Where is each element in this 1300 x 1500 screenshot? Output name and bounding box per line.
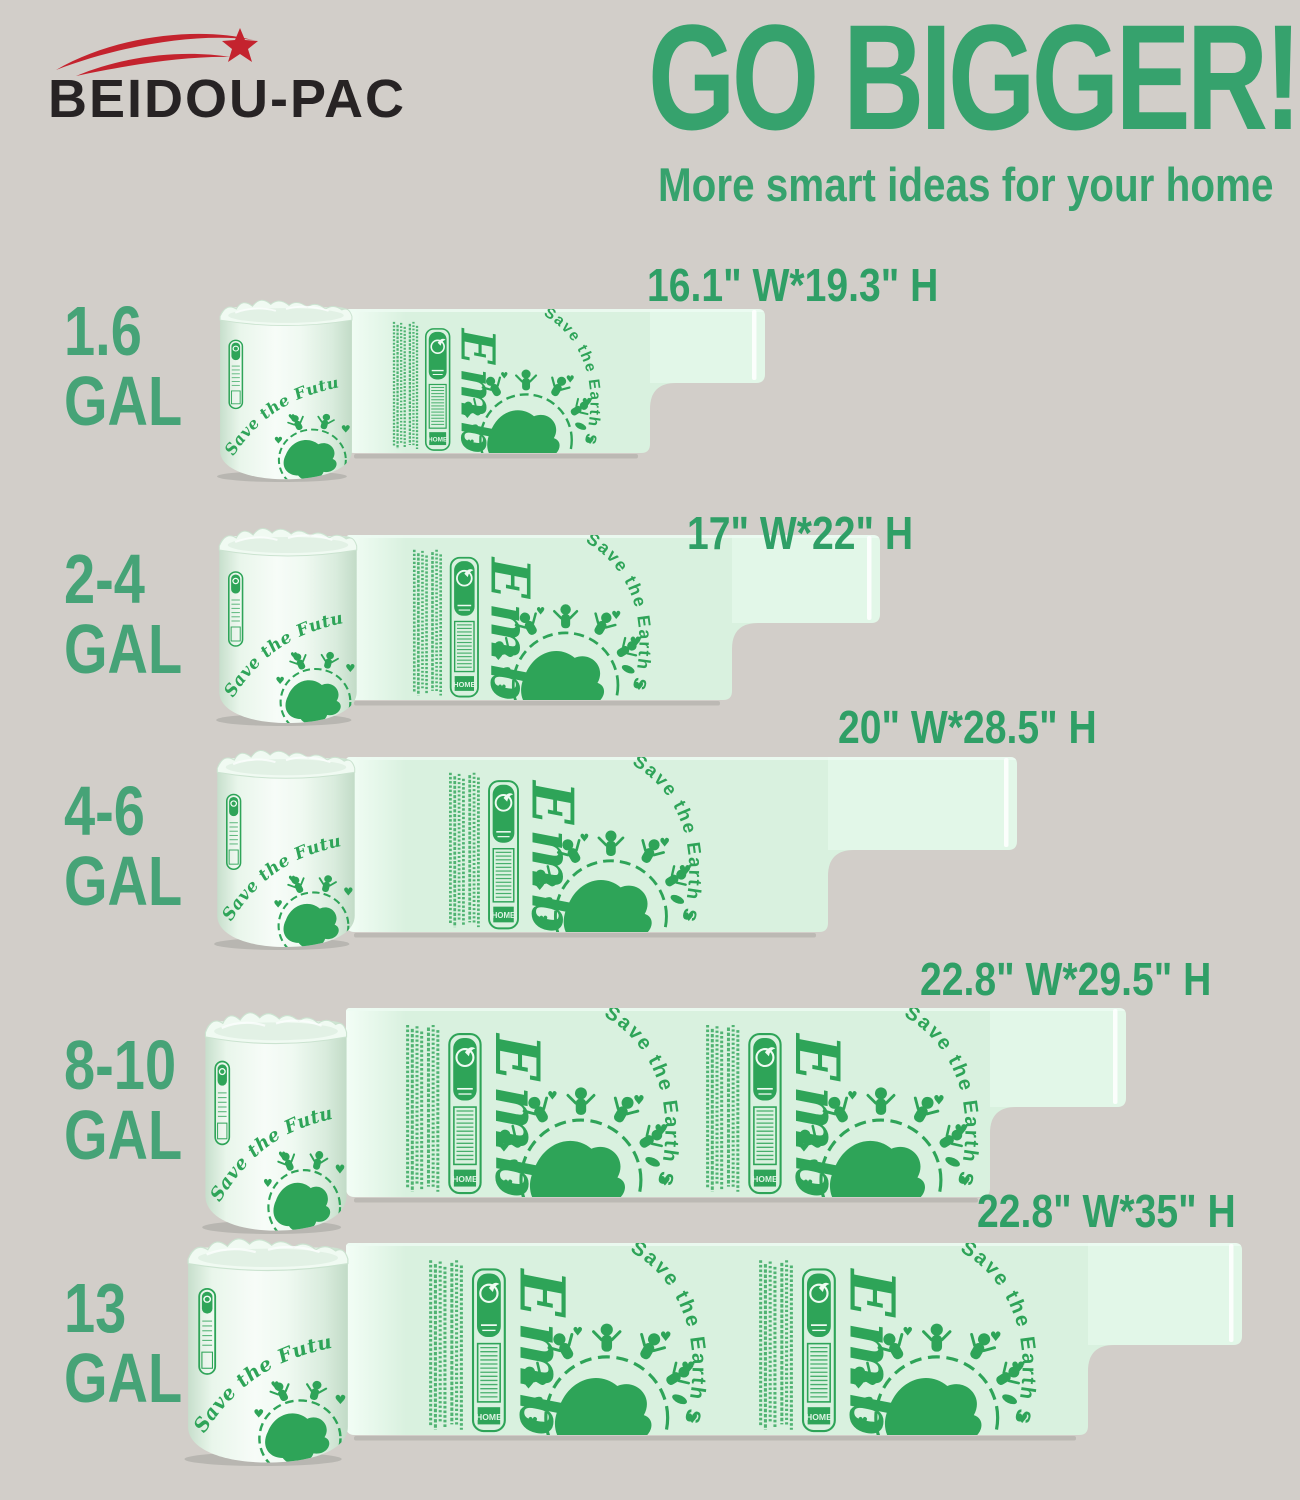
page-subtitle: More smart ideas for your home [658,158,1274,211]
size-label-unit: GAL [64,1096,183,1174]
product-row-graphic [175,1219,1242,1481]
size-label-unit: GAL [64,362,183,440]
dimension-label: 22.8" W*35" H [977,1185,1236,1237]
dimension-label: 20" W*28.5" H [838,701,1097,753]
dimension-label: 16.1" W*19.3" H [647,259,939,311]
bag-roll [208,511,357,735]
size-label: 2-4 GAL [64,544,182,684]
size-label: 8-10 GAL [64,1030,182,1170]
product-row-graphic [208,511,880,738]
logo-swoosh-star-icon [56,28,258,76]
size-label-unit: GAL [64,842,183,920]
size-label-value: 13 [64,1269,127,1347]
product-row-graphic [194,994,1126,1244]
bag-roll [206,733,355,959]
size-label-unit: GAL [64,610,183,688]
bag-roll [209,284,352,491]
size-label-value: 1.6 [64,292,142,370]
size-label: 13 GAL [64,1273,182,1413]
logo-text: BEIDOU-PAC [48,69,407,129]
bag-roll [175,1219,348,1477]
bag-roll [194,994,347,1244]
page-title: GO BIGGER! [648,0,1300,161]
size-label: 4-6 GAL [64,776,182,916]
size-label-value: 2-4 [64,540,145,618]
size-label-unit: GAL [64,1339,183,1417]
product-row-graphic [206,733,1017,973]
size-label-value: 4-6 [64,772,145,850]
size-label: 1.6 GAL [64,296,182,436]
size-label-value: 8-10 [64,1026,177,1104]
dimension-label: 22.8" W*29.5" H [920,953,1212,1005]
dimension-label: 17" W*22" H [687,507,914,559]
brand-logo: BEIDOU-PAC [48,20,468,140]
product-row-graphic [209,284,765,491]
